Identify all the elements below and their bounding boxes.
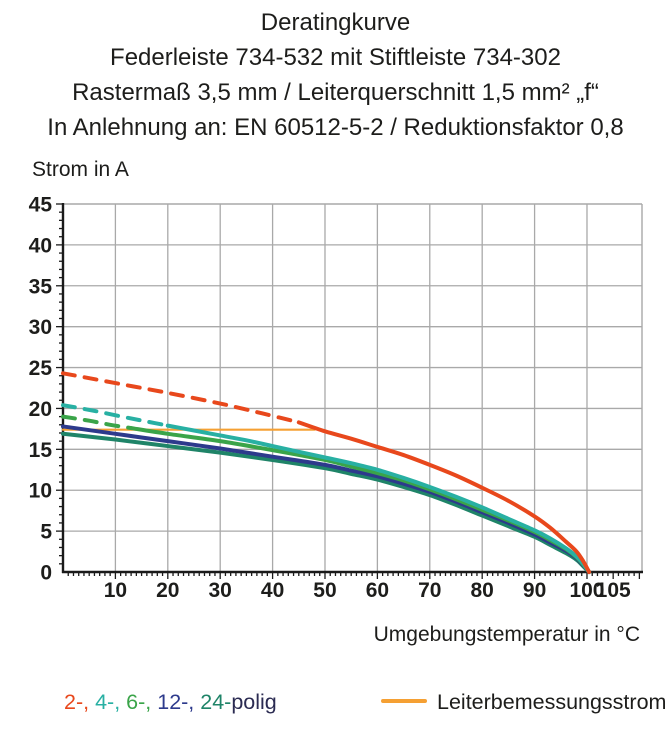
legend-item-2: 2-, <box>64 690 96 714</box>
x-tick-label: 60 <box>366 579 389 602</box>
title-line-2: Federleiste 734-532 mit Stiftleiste 734-… <box>110 44 561 71</box>
x-tick-label: 80 <box>471 579 494 602</box>
curve-4-polig <box>165 423 592 574</box>
y-axis-title: Strom in A <box>32 158 129 181</box>
y-tick-label: 10 <box>29 480 52 503</box>
legend-conductor-current-label: Leiterbemessungsstrom <box>437 690 667 714</box>
y-tick-label: 35 <box>29 275 53 298</box>
curve-24-polig <box>61 431 592 574</box>
y-tick-label: 15 <box>29 439 53 462</box>
curve-6-polig-dashed <box>61 414 134 431</box>
legend-pole-counts: 2-, 4-, 6-, 12-, 24-polig <box>64 690 277 715</box>
legend-item-6: 6-, <box>126 690 158 714</box>
y-tick-label: 40 <box>29 234 52 257</box>
title-line-3: Rastermaß 3,5 mm / Leiterquerschnitt 1,5… <box>72 79 599 106</box>
legend-item-4: 4-, <box>95 690 127 714</box>
x-axis-title: Umgebungstemperatur in °C <box>373 623 640 646</box>
title-line-4: In Anlehnung an: EN 60512-5-2 / Reduktio… <box>47 114 624 141</box>
legend-item-24: 24- <box>200 690 232 714</box>
chart-title-block: Deratingkurve Federleiste 734-532 mit St… <box>0 5 671 145</box>
y-tick-label: 45 <box>29 194 53 217</box>
x-tick-label: 40 <box>261 579 284 602</box>
x-tick-label: 100 <box>569 579 604 602</box>
y-tick-label: 30 <box>29 316 52 339</box>
y-tick-label: 25 <box>29 357 53 380</box>
y-tick-label: 5 <box>40 521 52 544</box>
legend-conductor-current: Leiterbemessungsstrom <box>381 690 671 716</box>
x-tick-label: 90 <box>523 579 546 602</box>
y-tick-label: 0 <box>40 562 52 585</box>
title-line-1: Deratingkurve <box>260 9 411 36</box>
x-tick-label: 10 <box>104 579 127 602</box>
x-tick-label: 30 <box>209 579 232 602</box>
x-tick-label: 70 <box>418 579 441 602</box>
x-tick-label: 105 <box>596 579 631 602</box>
y-tick-label: 20 <box>29 398 52 421</box>
legend-item-polig: polig <box>231 690 277 714</box>
curve-12-polig <box>61 424 592 574</box>
legend-item-12: 12-, <box>157 690 201 714</box>
x-tick-label: 20 <box>156 579 179 602</box>
orange-line-swatch <box>381 699 427 703</box>
x-tick-label: 50 <box>313 579 336 602</box>
curve-2-polig <box>296 420 592 574</box>
curve-4-polig-dashed <box>61 403 170 428</box>
curve-2-polig-dashed <box>61 371 301 425</box>
